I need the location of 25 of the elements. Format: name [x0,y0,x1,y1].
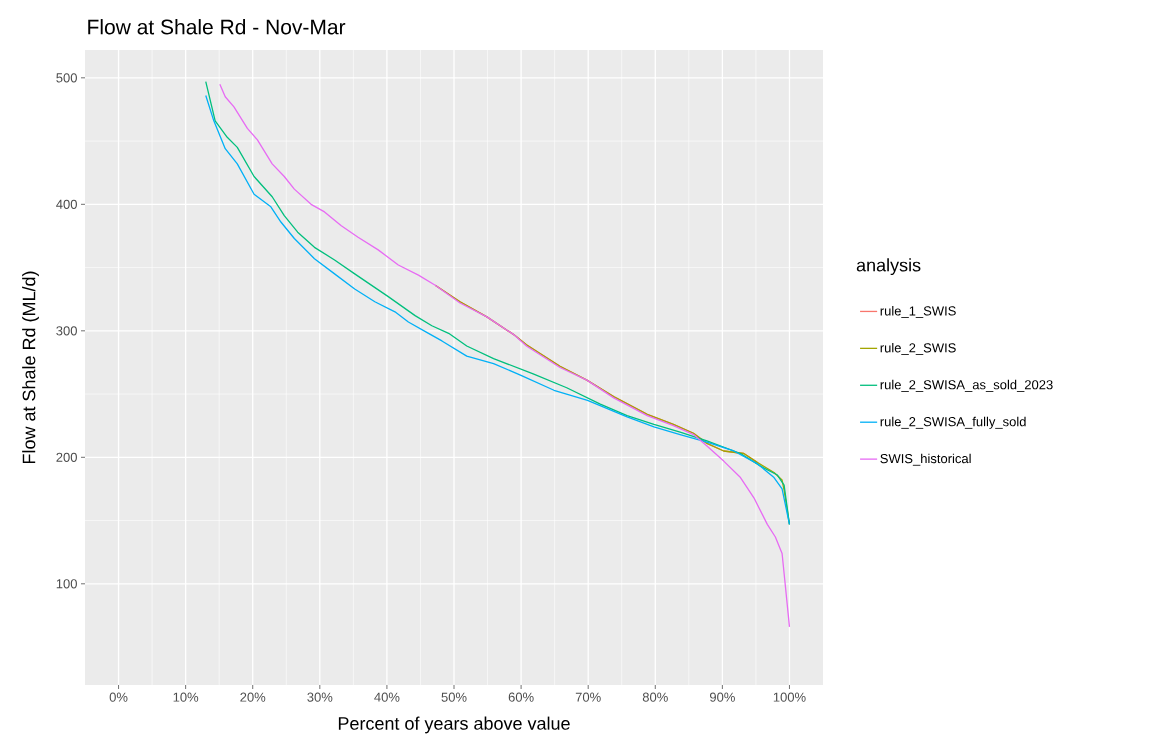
x-axis-title: Percent of years above value [338,716,570,734]
legend-label: SWIS_historical [880,453,971,466]
x-tick-label: 30% [307,692,333,702]
x-tick-label: 70% [575,692,601,702]
legend-label: rule_2_SWIS [880,342,956,355]
x-tick-label: 40% [374,692,400,702]
legend-label: rule_2_SWISA_fully_sold [880,416,1026,429]
x-tick-label: 20% [240,692,266,702]
x-tick-label: 10% [173,692,199,702]
x-tick-label: 90% [709,692,735,702]
y-tick-label: 100 [56,579,77,589]
x-tick-label: 80% [642,692,668,702]
legend-label: rule_2_SWISA_as_sold_2023 [880,379,1053,392]
x-tick-label: 60% [508,692,534,702]
y-tick-label: 400 [56,199,77,209]
y-tick-label: 500 [56,73,77,83]
legend-label: rule_1_SWIS [880,305,956,318]
x-tick-label: 0% [109,692,128,702]
x-tick-label: 50% [441,692,467,702]
y-axis-title: Flow at Shale Rd (ML/d) [22,271,39,464]
y-tick-label: 200 [56,452,77,462]
x-tick-label: 100% [773,692,806,702]
y-tick-label: 300 [56,326,77,336]
legend-title: analysis [856,258,921,276]
chart-title: Flow at Shale Rd - Nov-Mar [88,19,346,35]
